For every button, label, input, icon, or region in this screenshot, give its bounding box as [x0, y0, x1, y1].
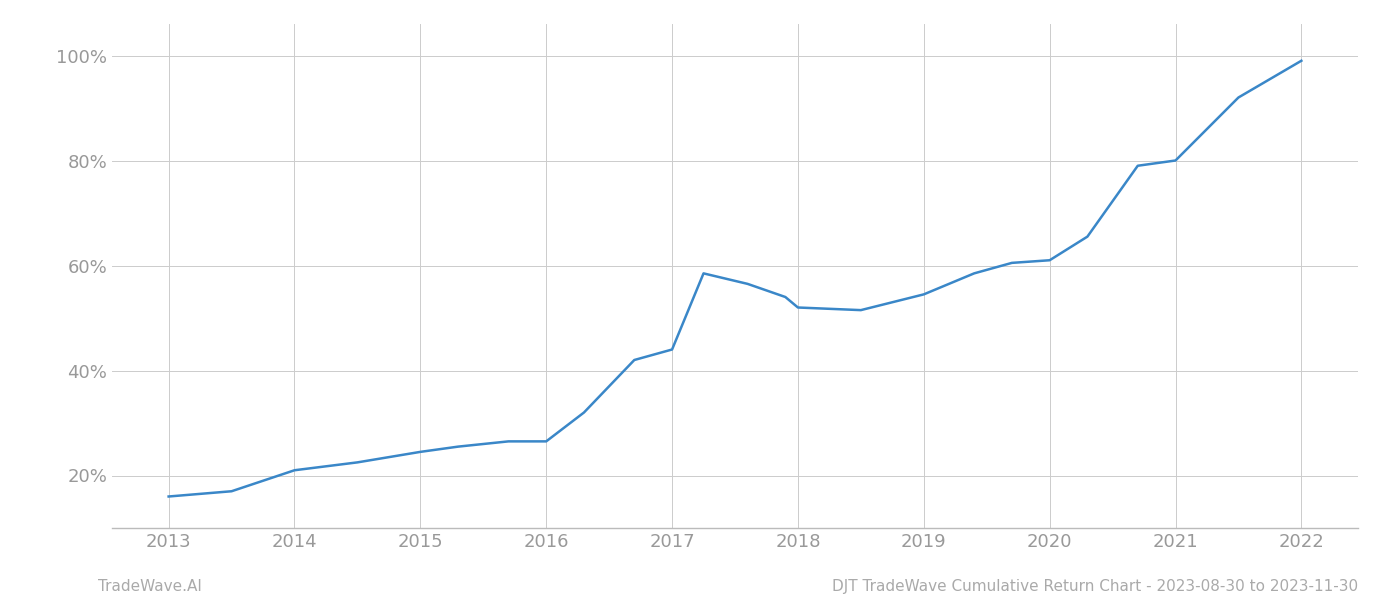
Text: DJT TradeWave Cumulative Return Chart - 2023-08-30 to 2023-11-30: DJT TradeWave Cumulative Return Chart - …	[832, 579, 1358, 594]
Text: TradeWave.AI: TradeWave.AI	[98, 579, 202, 594]
